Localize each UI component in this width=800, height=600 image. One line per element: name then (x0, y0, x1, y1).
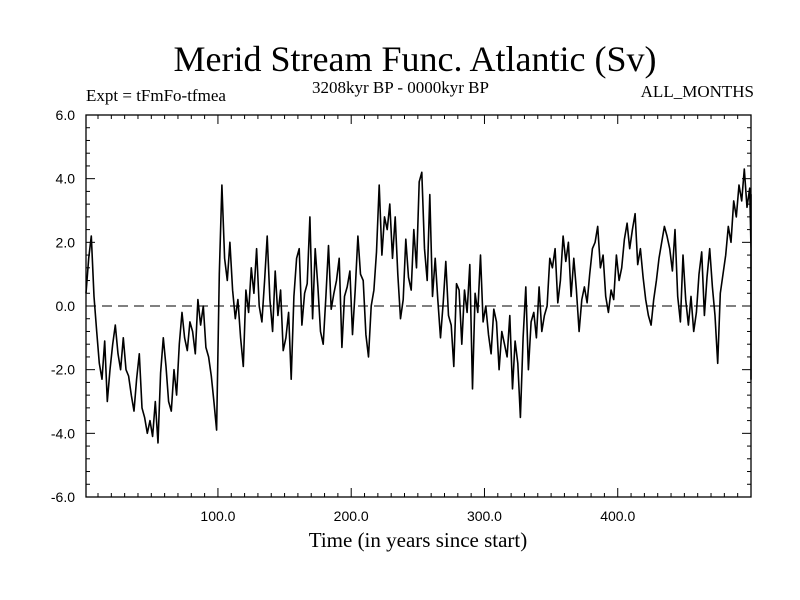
tick-labels: 6.0 4.0 2.0 0.0 -2.0 -4.0 -6.0 100.0 200.0 300.0 4… (51, 107, 636, 524)
y-tick-label: 0.0 (56, 298, 76, 314)
y-tick-label: 4.0 (56, 171, 76, 187)
y-tick-label: -6.0 (51, 489, 75, 505)
x-tick-label: 300.0 (467, 508, 502, 524)
months-label: ALL_MONTHS (640, 82, 754, 101)
plot-frame (85, 114, 752, 498)
x-tick-label: 200.0 (334, 508, 369, 524)
time-period-label: 3208kyr BP - 0000kyr BP (312, 78, 489, 97)
experiment-label: Expt = tFmFo-tfmea (86, 86, 226, 105)
y-tick-label: -4.0 (51, 425, 75, 441)
y-tick-label: 2.0 (56, 234, 76, 250)
y-tick-label: -2.0 (51, 362, 75, 378)
minor-ticks (86, 115, 751, 497)
x-tick-label: 400.0 (600, 508, 635, 524)
chart-title: Merid Stream Func. Atlantic (Sv) (173, 39, 657, 79)
x-tick-label: 100.0 (200, 508, 235, 524)
y-tick-label: 6.0 (56, 107, 76, 123)
x-axis-label: Time (in years since start) (308, 528, 528, 552)
